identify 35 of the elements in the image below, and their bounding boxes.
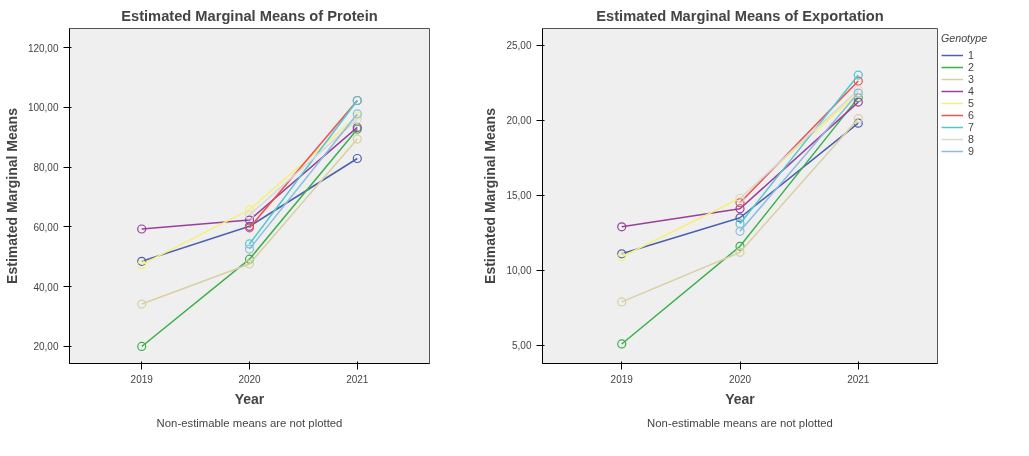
- y-axis-title: Estimated Marginal Means: [482, 107, 499, 284]
- x-axis-title: Year: [234, 390, 265, 407]
- legend-label: 3: [968, 73, 975, 85]
- y-axis-title: Estimated Marginal Means: [3, 107, 20, 284]
- y-tick-label: 100,00: [27, 102, 59, 114]
- y-tick-label: 40,00: [33, 281, 59, 293]
- y-tick-label: 25,00: [506, 40, 532, 52]
- legend-label: 5: [968, 97, 975, 109]
- x-tick-label: 2019: [610, 373, 634, 385]
- text: Non-estimable means are not plotted: [156, 416, 343, 429]
- y-tick-label: 15,00: [506, 190, 532, 202]
- x-tick-label: 2021: [847, 373, 870, 385]
- legend-label: 4: [968, 85, 975, 97]
- legend-label: 2: [968, 61, 975, 73]
- legend-label: 1: [968, 49, 975, 61]
- y-tick-label: 10,00: [506, 265, 532, 277]
- x-tick-label: 2019: [130, 373, 154, 385]
- chart-title: Estimated Marginal Means of Exportation: [596, 7, 884, 24]
- legend-label: 7: [968, 121, 975, 133]
- y-tick-label: 20,00: [33, 341, 59, 353]
- x-tick-label: 2021: [346, 373, 369, 385]
- y-tick-label: 60,00: [33, 221, 59, 233]
- x-tick-label: 2020: [238, 373, 262, 385]
- legend-label: 8: [968, 133, 975, 145]
- y-tick-label: 120,00: [27, 42, 59, 54]
- legend-label: 6: [968, 109, 975, 121]
- x-tick-label: 2020: [728, 373, 752, 385]
- y-tick-label: 20,00: [506, 115, 532, 127]
- y-tick-label: 5,00: [512, 340, 532, 352]
- text: Non-estimable means are not plotted: [647, 416, 833, 429]
- y-tick-label: 80,00: [33, 162, 59, 174]
- legend-label: 9: [968, 145, 975, 157]
- x-axis-title: Year: [725, 390, 756, 407]
- chart-title: Estimated Marginal Means of Protein: [121, 7, 378, 24]
- legend-title: Genotype: [941, 32, 988, 44]
